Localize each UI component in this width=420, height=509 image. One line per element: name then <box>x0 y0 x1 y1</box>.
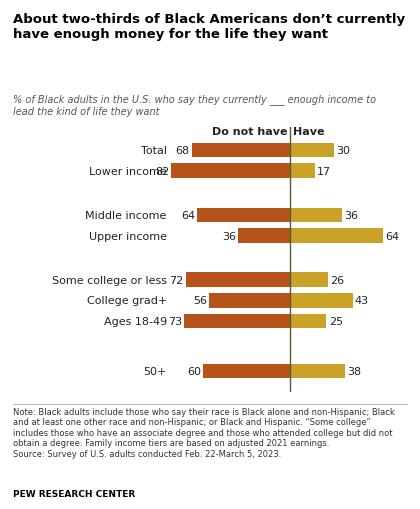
Text: Do not have: Do not have <box>212 127 287 136</box>
Text: About two-thirds of Black Americans don’t currently
have enough money for the li: About two-thirds of Black Americans don’… <box>13 13 405 41</box>
Text: Some college or less: Some college or less <box>52 275 167 285</box>
Text: Lower income: Lower income <box>89 166 167 176</box>
Bar <box>290 364 345 379</box>
Bar <box>192 144 290 158</box>
Bar <box>203 364 290 379</box>
Bar <box>290 314 326 329</box>
Text: 60: 60 <box>187 366 201 376</box>
Text: Note: Black adults include those who say their race is Black alone and non-Hispa: Note: Black adults include those who say… <box>13 407 394 458</box>
Text: 25: 25 <box>328 317 343 326</box>
Text: Upper income: Upper income <box>89 231 167 241</box>
Bar <box>186 273 290 288</box>
Bar <box>290 164 315 179</box>
Text: 38: 38 <box>347 366 362 376</box>
Bar <box>238 229 290 243</box>
Bar <box>290 229 383 243</box>
Text: 56: 56 <box>193 296 207 306</box>
Text: Middle income: Middle income <box>86 211 167 220</box>
Text: 43: 43 <box>355 296 369 306</box>
Text: 17: 17 <box>317 166 331 176</box>
Bar <box>171 164 290 179</box>
Text: 64: 64 <box>181 211 195 220</box>
Text: 36: 36 <box>344 211 359 220</box>
Bar <box>290 293 352 308</box>
Bar <box>290 144 334 158</box>
Text: 73: 73 <box>168 317 182 326</box>
Bar <box>290 208 342 223</box>
Text: College grad+: College grad+ <box>87 296 167 306</box>
Text: 30: 30 <box>336 146 350 156</box>
Text: 64: 64 <box>385 231 399 241</box>
Text: Total: Total <box>141 146 167 156</box>
Text: 72: 72 <box>169 275 184 285</box>
Text: Ages 18-49: Ages 18-49 <box>104 317 167 326</box>
Bar <box>209 293 290 308</box>
Text: 26: 26 <box>330 275 344 285</box>
Text: 68: 68 <box>175 146 189 156</box>
Text: 82: 82 <box>155 166 169 176</box>
Text: Have: Have <box>293 127 325 136</box>
Text: PEW RESEARCH CENTER: PEW RESEARCH CENTER <box>13 489 135 498</box>
Bar <box>184 314 290 329</box>
Text: 36: 36 <box>222 231 236 241</box>
Bar <box>290 273 328 288</box>
Text: 50+: 50+ <box>144 366 167 376</box>
Text: % of Black adults in the U.S. who say they currently ___ enough income to
lead t: % of Black adults in the U.S. who say th… <box>13 94 376 117</box>
Bar <box>197 208 290 223</box>
